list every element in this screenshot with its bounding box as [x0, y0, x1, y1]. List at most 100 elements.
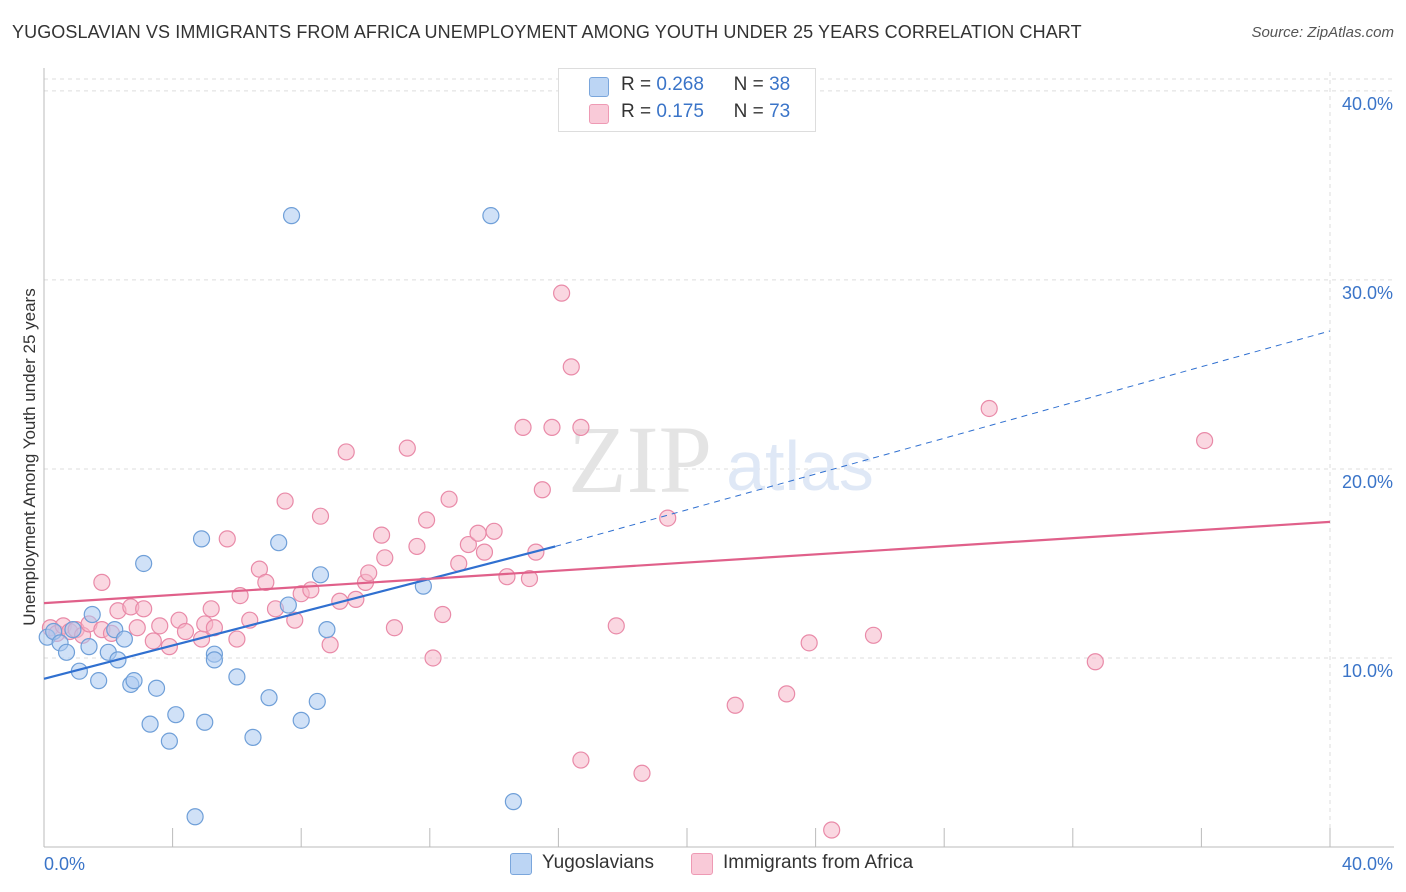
- data-point: [192, 530, 211, 548]
- data-point: [135, 554, 153, 573]
- data-point: [337, 443, 355, 461]
- data-point: [553, 284, 571, 302]
- data-point: [144, 632, 162, 650]
- data-point: [778, 685, 796, 703]
- data-point: [202, 600, 220, 618]
- data-point: [160, 732, 178, 750]
- data-point: [360, 564, 378, 582]
- data-point: [572, 751, 590, 769]
- data-point: [417, 511, 436, 529]
- trendline-yugoslavians: [43, 545, 556, 680]
- data-point: [270, 534, 288, 552]
- legend-r-label: R =: [621, 74, 652, 95]
- data-point: [286, 611, 304, 629]
- legend-text-yugoslavians: R = 0.268 N = 38: [621, 74, 790, 96]
- data-point: [980, 399, 998, 418]
- data-point: [376, 549, 394, 567]
- correlation-legend: R = 0.268 N = 38 R = 0.175 N = 73: [558, 68, 816, 132]
- data-point: [228, 668, 246, 686]
- data-point: [398, 439, 416, 457]
- data-point: [434, 605, 452, 624]
- data-point: [151, 617, 169, 635]
- data-point: [562, 358, 580, 376]
- data-point: [318, 621, 336, 639]
- source-credit: Source: ZipAtlas.com: [1251, 24, 1394, 41]
- legend-swatch-pink: [589, 104, 609, 124]
- data-point: [311, 507, 330, 525]
- data-point: [244, 728, 262, 746]
- data-point: [218, 530, 236, 548]
- data-point: [257, 573, 275, 591]
- data-point: [385, 619, 404, 637]
- data-point: [520, 569, 539, 588]
- data-point: [147, 679, 166, 697]
- legend-n-value: 38: [769, 74, 791, 95]
- y-tick-label: 30.0%: [1342, 283, 1393, 303]
- data-point: [115, 630, 133, 648]
- watermark-zip: ZIP: [568, 406, 712, 513]
- series-immigrants-from-africa: [41, 284, 1214, 839]
- legend-text-immigrants: R = 0.175 N = 73: [621, 101, 790, 123]
- data-point: [633, 764, 651, 782]
- data-point: [485, 522, 503, 540]
- data-point: [321, 636, 339, 654]
- y-tick-label: 40.0%: [1342, 94, 1393, 114]
- bottom-legend-swatch-pink: [691, 853, 713, 875]
- data-point: [372, 526, 391, 544]
- data-point: [459, 535, 477, 554]
- x-tick-label-max: 40.0%: [1342, 854, 1393, 874]
- trendline-immigrants: [43, 520, 1331, 605]
- data-point: [726, 696, 744, 714]
- y-tick-label: 20.0%: [1342, 472, 1393, 492]
- data-point: [302, 581, 320, 599]
- watermark-atlas: atlas: [726, 427, 874, 505]
- data-point: [498, 568, 516, 586]
- bottom-legend-swatch-blue: [510, 853, 532, 875]
- data-point: [504, 793, 522, 811]
- data-point: [176, 622, 195, 641]
- data-point: [308, 692, 326, 711]
- data-point: [141, 715, 159, 733]
- data-point: [533, 481, 551, 499]
- data-point: [186, 808, 204, 826]
- legend-n-value: 73: [769, 101, 791, 122]
- axes: [43, 68, 1394, 848]
- trendline-yugoslavians-extension: [555, 330, 1331, 547]
- data-point: [90, 672, 108, 690]
- legend-r-value: 0.268: [656, 74, 704, 95]
- data-point: [83, 605, 101, 624]
- data-point: [205, 651, 223, 669]
- bottom-legend-label: Yugoslavians: [542, 852, 654, 873]
- data-point: [659, 509, 677, 527]
- data-point: [514, 418, 532, 436]
- data-point: [282, 207, 301, 225]
- data-point: [572, 418, 590, 436]
- data-point: [800, 634, 818, 652]
- data-point: [135, 600, 153, 618]
- data-point: [128, 619, 146, 637]
- trendlines: [43, 330, 1331, 680]
- data-point: [1086, 653, 1104, 671]
- data-point: [276, 492, 294, 510]
- data-point: [196, 713, 214, 731]
- data-point: [864, 626, 883, 644]
- data-point: [93, 573, 111, 591]
- data-point: [607, 617, 625, 635]
- legend-r-label: R =: [621, 101, 652, 122]
- series-yugoslavians: [38, 207, 522, 826]
- data-point: [469, 524, 487, 542]
- legend-n-label: N =: [733, 74, 764, 95]
- data-point: [125, 672, 143, 690]
- data-point: [543, 418, 561, 436]
- data-point: [228, 630, 246, 648]
- bottom-legend-label: Immigrants from Africa: [723, 852, 914, 873]
- data-point: [1196, 431, 1214, 450]
- data-point: [279, 596, 297, 614]
- gridlines: [44, 72, 1394, 847]
- data-point: [167, 706, 185, 724]
- data-point: [408, 537, 426, 556]
- data-point: [475, 543, 494, 561]
- data-point: [64, 621, 82, 639]
- data-point: [292, 711, 310, 729]
